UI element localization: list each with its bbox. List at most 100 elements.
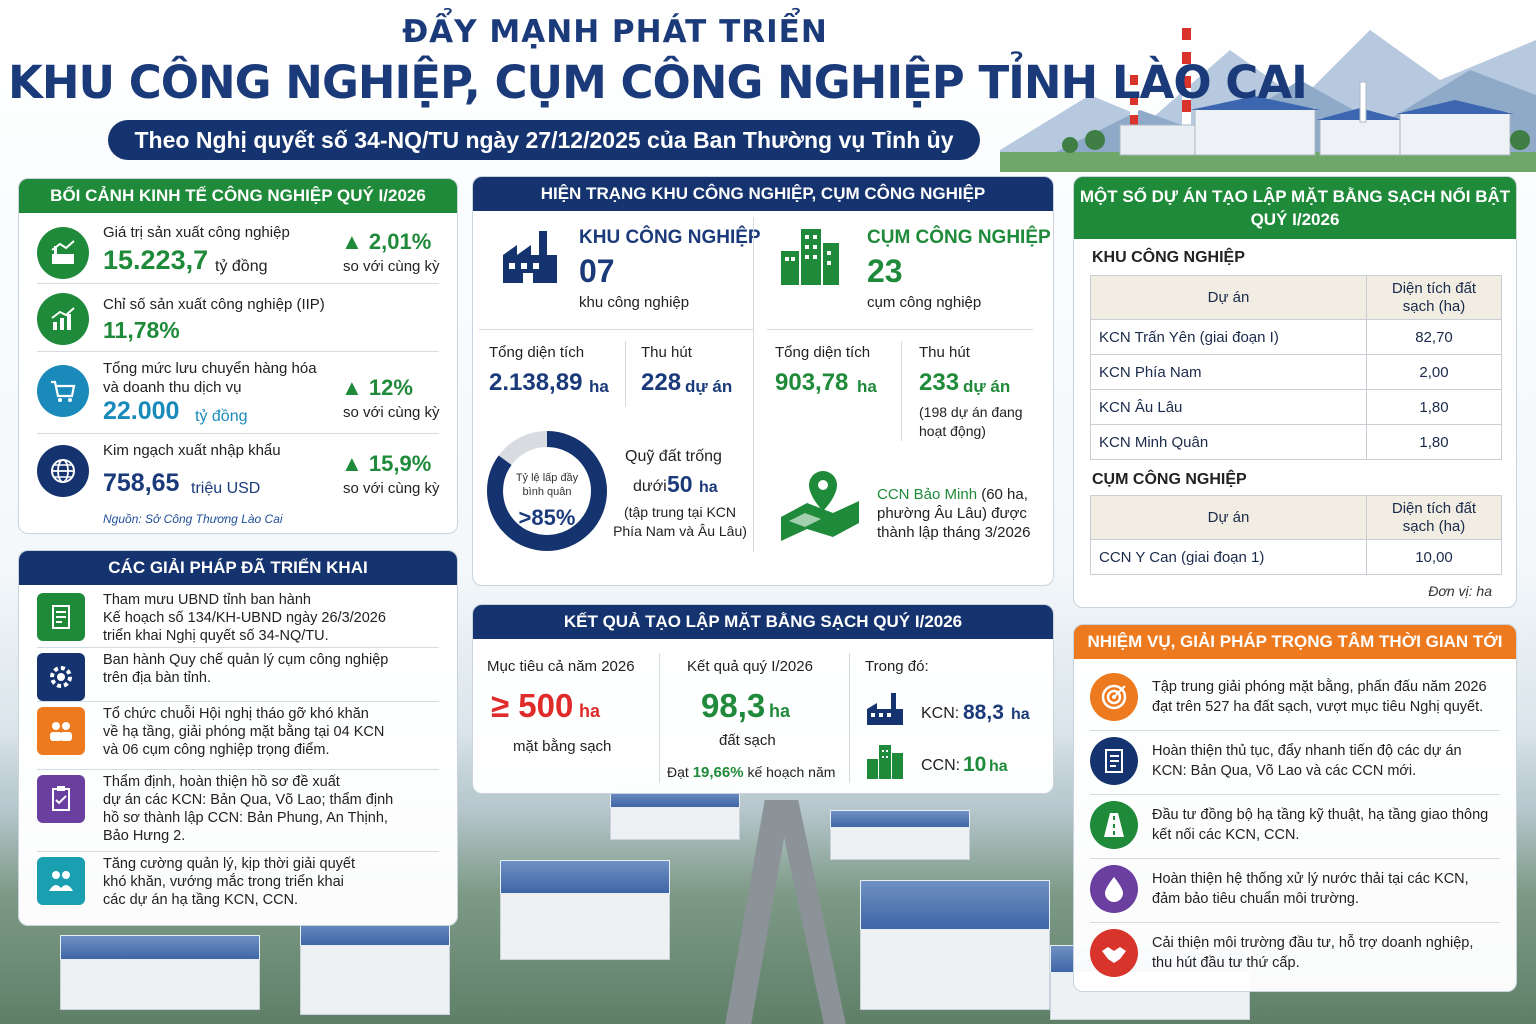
tasks-heading: NHIỆM VỤ, GIẢI PHÁP TRỌNG TÂM THỜI GIAN … [1074,625,1516,659]
land-prefix: dưới [633,478,667,495]
ccn-attract-label: Thu hút [919,344,970,361]
target-label: Mục tiêu cả năm 2026 [487,658,635,675]
project-area-cell: 10,00 [1366,539,1502,575]
target-unit: ha [579,701,601,721]
gear-icon [37,653,85,701]
economy-item-compare: so với cùng kỳ [343,480,440,497]
ccn-count: 23 [867,253,903,289]
ccn-attract-note: (198 dự án đang hoạt động) [919,404,1023,439]
table-row: KCN Trấn Yên (giai đoạn I) 82,70 [1090,319,1502,355]
checklist-icon [1090,737,1138,785]
economy-item-compare: so với cùng kỳ [343,258,440,275]
breakdown-label: Trong đó: [865,658,929,675]
economy-heading: BỐI CẢNH KINH TẾ CÔNG NGHIỆP QUÝ I/2026 [19,179,457,213]
solution-item-text: Tổ chức chuỗi Hội nghị tháo gỡ khó khăn … [103,706,385,758]
kcn-attract-value: 228 [641,369,682,396]
tasks-panel: NHIỆM VỤ, GIẢI PHÁP TRỌNG TÂM THỜI GIAN … [1073,624,1517,992]
table-row: KCN Âu Lâu 1,80 [1090,389,1502,425]
solutions-heading: CÁC GIẢI PHÁP ĐÃ TRIỂN KHAI [19,551,457,585]
result-label: Kết quả quý I/2026 [687,658,813,675]
economy-item-unit: triệu USD [191,480,261,497]
economy-item-change: ▲ 2,01% [341,229,432,254]
projects-unit-note: Đơn vị: ha [1428,583,1492,599]
column-header-project: Dự án [1090,275,1367,320]
table-row: CCN Y Can (giai đoạn 1) 10,00 [1090,539,1502,575]
ccn-title: CỤM CÔNG NGHIỆP [867,227,1051,248]
result-unit: ha [769,701,791,721]
economy-item-label: Tổng mức lưu chuyển hàng hóa và doanh th… [103,360,317,396]
meeting-icon [37,707,85,755]
ccn-area-value: 903,78 [775,369,849,396]
target-value: ≥ 500 [491,687,574,724]
economy-item-value: 11,78% [103,317,180,343]
kcn-title: KHU CÔNG NGHIỆP [579,227,761,248]
solution-item-text: Ban hành Quy chế quản lý cụm công nghiệp… [103,652,389,686]
ccn-count-label: cụm công nghiệp [867,294,982,311]
result-plan: Đạt 19,66% kế hoạch năm [667,764,836,781]
kcn-attract-unit: dự án [685,377,733,396]
project-name-cell: KCN Âu Lâu [1090,389,1367,425]
column-header-area: Diện tích đất sạch (ha) [1366,275,1502,320]
economy-item-value: 15.223,7 [103,245,209,275]
projects-kcn-title: KHU CÔNG NGHIỆP [1092,249,1245,266]
status-panel: HIỆN TRẠNG KHU CÔNG NGHIỆP, CỤM CÔNG NGH… [472,176,1054,586]
industrial-cluster-icon [867,745,903,779]
target-icon [1090,673,1138,721]
table-row: KCN Minh Quân 1,80 [1090,424,1502,460]
economy-item-unit: tỷ đồng [215,258,268,275]
industrial-zone-icon [503,231,557,283]
new-ccn-text: CCN Bảo Minh (60 ha, phường Âu Lâu) được… [877,485,1030,542]
project-name-cell: KCN Minh Quân [1090,424,1367,460]
solution-item-text: Thẩm định, hoàn thiện hồ sơ đề xuất dự á… [103,774,394,844]
land-label: Quỹ đất trống [625,448,722,465]
shopping-cart-icon [37,365,89,417]
status-heading: HIỆN TRẠNG KHU CÔNG NGHIỆP, CỤM CÔNG NGH… [473,177,1053,211]
projects-heading: MỘT SỐ DỰ ÁN TẠO LẬP MẶT BẰNG SẠCH NỔI B… [1074,177,1516,239]
kcn-area-unit: ha [589,377,609,396]
target-note: mặt bằng sạch [513,738,612,755]
project-area-cell: 2,00 [1366,354,1502,390]
handshake-icon [1090,929,1138,977]
page-title-line2: KHU CÔNG NGHIỆP, CỤM CÔNG NGHIỆP TỈNH LÀ… [8,56,1308,109]
task-item-text: Hoàn thiện hệ thống xử lý nước thải tại … [1152,871,1469,907]
solution-item-text: Tăng cường quản lý, kịp thời giải quyết … [103,856,356,908]
breakdown-kcn-value: 88,3 [963,701,1004,724]
road-icon [1090,801,1138,849]
project-area-cell: 82,70 [1366,319,1502,355]
industrial-zone-icon [867,693,903,725]
breakdown-ccn-unit: ha [989,758,1008,775]
result-value: 98,3 [701,687,766,724]
projects-kcn-table: Dự án Diện tích đất sạch (ha) KCN Trấn Y… [1090,275,1502,460]
project-name-cell: KCN Phía Nam [1090,354,1367,390]
land-note: (tập trung tại KCN Phía Nam và Âu Lâu) [613,504,747,539]
column-header-project: Dự án [1090,495,1367,540]
factory-building [300,935,450,1015]
task-item-text: Tập trung giải phóng mặt bằng, phấn đấu … [1152,679,1487,715]
factory-chart-icon [37,227,89,279]
economy-item-label: Giá trị sản xuất công nghiệp [103,224,290,241]
projects-panel: MỘT SỐ DỰ ÁN TẠO LẬP MẶT BẰNG SẠCH NỔI B… [1073,176,1517,608]
new-ccn-description: (60 ha, phường Âu Lâu) được thành lập th… [877,486,1031,541]
ccn-area-label: Tổng diện tích [775,344,871,361]
occupancy-value: >85% [518,505,576,530]
occupancy-donut-chart [487,431,607,551]
economy-item-compare: so với cùng kỳ [343,404,440,421]
factory-building [60,950,260,1010]
project-name-cell: KCN Trấn Yên (giai đoạn I) [1090,319,1367,355]
land-value: 50 [667,471,693,497]
occupancy-label: Tỷ lệ lấp đầy bình quân [515,472,579,498]
column-header-area: Diện tích đất sạch (ha) [1366,495,1502,540]
ccn-attract-unit: dự án [963,377,1011,396]
document-icon [37,593,85,641]
solution-item-text: Tham mưu UBND tỉnh ban hành Kế hoạch số … [103,592,386,644]
economy-item-change: ▲ 15,9% [341,451,432,476]
economy-item-label: Kim ngạch xuất nhập khẩu [103,442,281,459]
industrial-cluster-icon [781,229,839,285]
economy-item-label: Chỉ số sản xuất công nghiệp (IIP) [103,296,325,313]
task-item-text: Đầu tư đồng bộ hạ tầng kỹ thuật, hạ tầng… [1152,807,1489,843]
page-title-line1: ĐẨY MẠNH PHÁT TRIỂN [402,14,828,50]
results-heading: KẾT QUẢ TẠO LẬP MẶT BẰNG SẠCH QUÝ I/2026 [473,605,1053,639]
ccn-attract-value: 233 [919,369,960,396]
result-plan-value: 19,66% [692,764,744,781]
globe-icon [37,445,89,497]
